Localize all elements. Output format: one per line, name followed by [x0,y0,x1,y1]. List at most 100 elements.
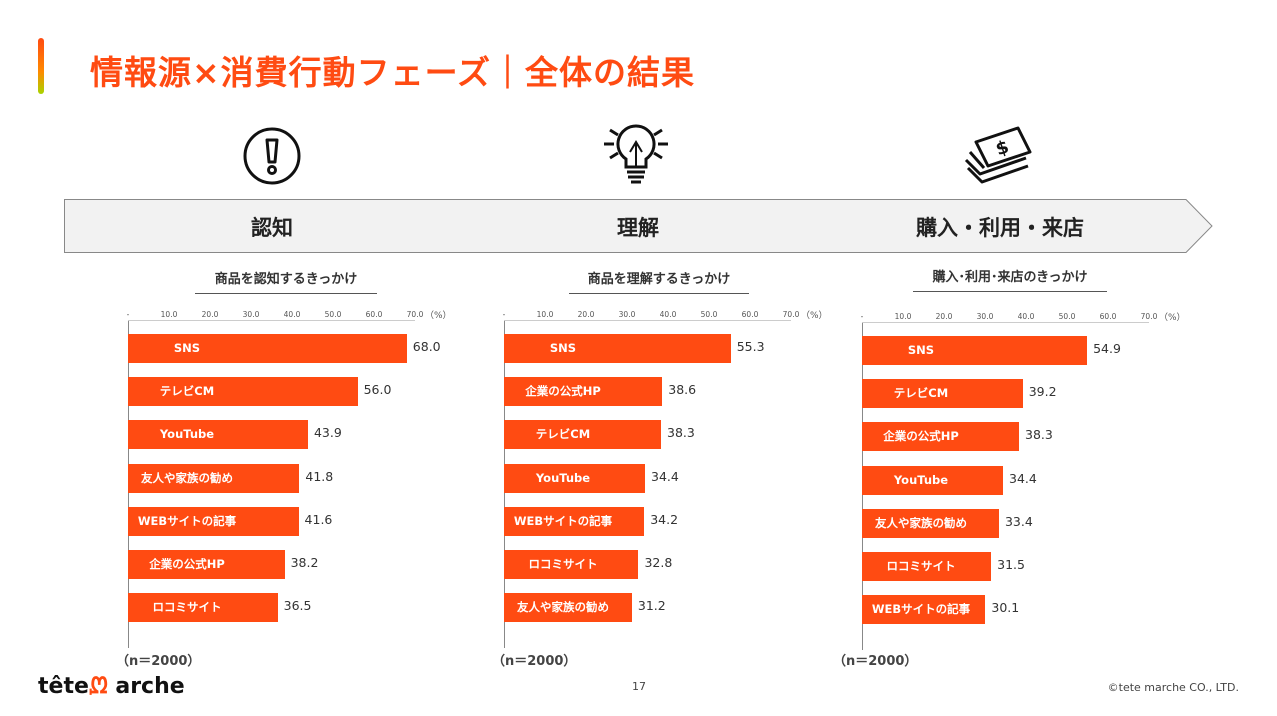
x-tick-label: 30.0 [976,312,994,321]
phase-awareness: 認知 [251,216,293,240]
x-axis [504,320,791,321]
bar-value-label: 34.4 [1009,470,1037,486]
bar [128,377,358,407]
bar-category-label: WEBサイトの記事 [137,513,237,528]
x-tick-label: 40.0 [1017,312,1035,321]
bar [128,420,308,450]
x-tick-label: 30.0 [618,310,636,319]
bar-value-label: 38.2 [290,555,319,570]
bar-category-label: 友人や家族の勧め [141,470,233,485]
x-tick-label: - [860,312,864,321]
chart-3-title: 購入･利用･来店のきっかけ [913,266,1107,292]
bar [862,508,999,538]
bar-value-label: 33.4 [1004,513,1033,529]
x-tick-label: 20.0 [201,310,219,319]
x-tick-label: 50.0 [700,310,718,319]
bar [862,336,1088,365]
unit-label: （%） [1159,313,1186,323]
x-tick-label: 50.0 [324,310,342,319]
title-accent-bar [38,38,44,94]
bar [504,377,663,407]
bar-value-label: 56.0 [363,382,392,398]
x-tick-label: 10.0 [536,310,554,319]
bar-category-label: SNS [907,343,935,357]
bar-value-label: 30.1 [991,600,1020,616]
chart-2-title: 商品を理解するきっかけ [569,268,749,294]
x-tick-label: 70.0 [1140,312,1158,321]
chart-awareness: - 10.0 20.0 30.0 40.0 50.0 60.0 70.0 （%） SNS 68.0 テ… [127,308,468,649]
chart-purchase: - 10.0 20.0 30.0 40.0 50.0 60.0 70.0 （%） SNS 54.9 テ… [860,310,1202,651]
bar-category-label: テレビCM [159,384,215,399]
bar-value-label: 38.3 [1025,427,1053,443]
bar [862,552,992,581]
unit-label: （%） [425,311,452,321]
x-tick-label: 70.0 [406,310,424,319]
x-tick-label: - [502,310,506,319]
bar-value-label: 36.5 [283,598,312,614]
x-tick-label: 30.0 [242,310,260,319]
svg-text:$: $ [993,136,1011,160]
x-tick-label: 60.0 [365,310,383,319]
sample-size-1: （n＝2000） [116,654,201,669]
bar-value-label: 38.3 [667,425,695,441]
bar-category-label: SNS [549,341,577,355]
x-tick-label: 60.0 [1099,312,1117,321]
bar-category-label: ロコミサイト [886,559,956,573]
bar [128,463,300,493]
bar-category-label: ロコミサイト [152,600,222,615]
bar-category-label: 企業の公式HP [149,557,225,571]
bar-value-label: 54.9 [1093,341,1121,356]
copyright: ©tete marche CO., LTD. [1107,681,1239,694]
bar-category-label: YouTube [893,472,949,487]
lightbulb-icon [604,124,668,184]
bar [504,506,645,536]
phase-arrow [64,199,1213,253]
chart-1-title: 商品を認知するきっかけ [195,268,377,294]
bar-value-label: 31.5 [997,557,1025,572]
bar-category-label: YouTube [159,427,215,442]
sample-size-3: （n＝2000） [833,654,918,669]
bar-value-label: 38.6 [668,382,697,398]
bar [128,593,278,623]
x-tick-label: 40.0 [283,310,301,319]
bar-value-label: 32.8 [644,555,673,570]
bar-category-label: 友人や家族の勧め [517,600,609,615]
bar-value-label: 68.0 [412,339,441,354]
x-tick-label: 10.0 [160,310,178,319]
x-tick-label: 70.0 [782,310,800,319]
money-bills-icon: $ [964,126,1032,184]
x-tick-label: 50.0 [1058,312,1076,321]
bar [128,506,299,536]
bar-category-label: SNS [173,341,201,355]
bar-category-label: YouTube [535,470,591,485]
x-tick-label: 40.0 [659,310,677,319]
x-tick-label: 60.0 [741,310,759,319]
x-axis [862,322,1149,323]
bar-category-label: テレビCM [893,386,949,401]
bar-value-label: 41.6 [304,511,333,527]
phase-understanding: 理解 [617,216,659,240]
bar-category-label: ロコミサイト [528,557,598,571]
x-axis [128,320,415,321]
bar-value-label: 41.8 [305,468,334,484]
company-logo: têteᘻ arche [38,674,185,699]
bar [862,379,1023,409]
bar [504,420,662,450]
bar [128,334,407,363]
bar-category-label: 企業の公式HP [883,429,959,444]
x-tick-label: 10.0 [894,312,912,321]
bar-category-label: WEBサイトの記事 [871,602,971,617]
page-title: 情報源×消費行動フェーズ｜全体の結果 [90,53,696,92]
bar-category-label: 企業の公式HP [525,384,601,399]
bar-category-label: テレビCM [535,427,591,442]
bar-value-label: 43.9 [313,425,342,441]
bar-category-label: 友人や家族の勧め [875,515,967,530]
bar [862,595,986,625]
bar-value-label: 31.2 [637,598,666,614]
page-number: 17 [632,680,646,693]
unit-label: （%） [801,311,828,321]
bar-value-label: 34.2 [650,511,679,527]
chart-understanding: - 10.0 20.0 30.0 40.0 50.0 60.0 70.0 （%） SNS 55.3 企… [502,308,844,649]
bar-value-label: 34.4 [651,468,679,484]
bar-value-label: 55.3 [736,339,765,354]
